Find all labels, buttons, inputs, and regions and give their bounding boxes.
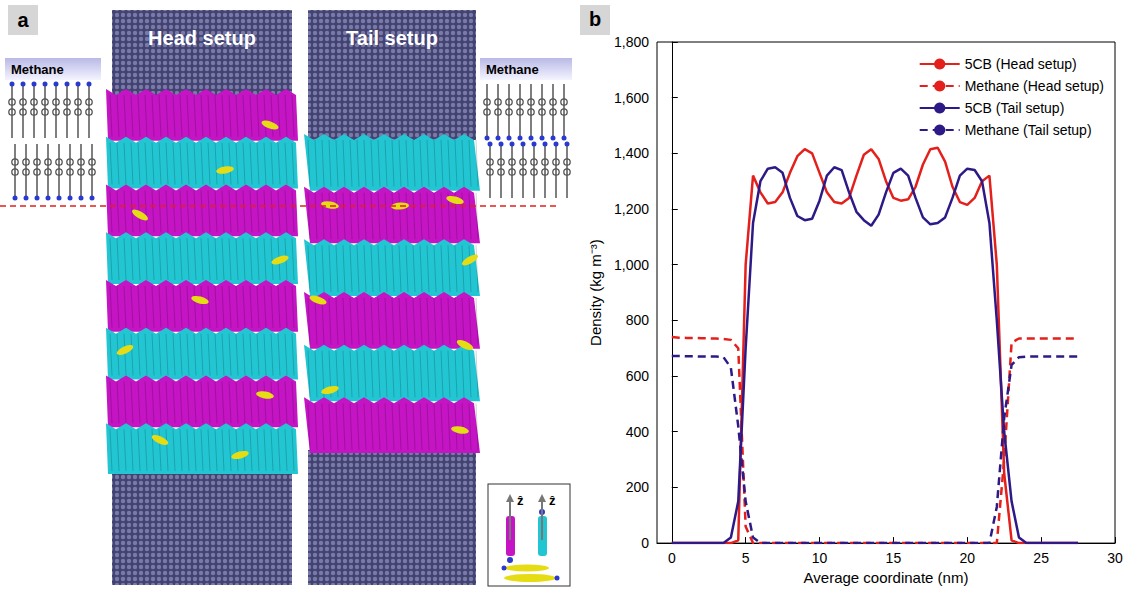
svg-text:b: b (589, 8, 601, 30)
svg-text:Methane: Methane (486, 62, 539, 77)
svg-text:1,800: 1,800 (614, 34, 649, 50)
svg-text:a: a (17, 9, 29, 31)
svg-text:ẑ: ẑ (549, 493, 556, 508)
svg-text:0: 0 (668, 550, 676, 566)
svg-text:10: 10 (812, 550, 828, 566)
svg-text:1,000: 1,000 (614, 257, 649, 273)
svg-text:5: 5 (742, 550, 750, 566)
svg-text:30: 30 (1107, 550, 1123, 566)
svg-text:5CB (Tail setup): 5CB (Tail setup) (965, 100, 1065, 116)
svg-text:25: 25 (1033, 550, 1049, 566)
svg-text:800: 800 (626, 312, 650, 328)
svg-text:1,400: 1,400 (614, 145, 649, 161)
svg-text:400: 400 (626, 424, 650, 440)
svg-text:ẑ: ẑ (517, 493, 524, 508)
svg-text:Tail setup: Tail setup (346, 27, 438, 49)
svg-text:15: 15 (886, 550, 902, 566)
svg-text:Methane (Tail setup): Methane (Tail setup) (965, 122, 1092, 138)
svg-text:1,200: 1,200 (614, 201, 649, 217)
svg-text:200: 200 (626, 479, 650, 495)
svg-text:Density (kg m⁻³): Density (kg m⁻³) (587, 239, 604, 346)
svg-text:Methane (Head setup): Methane (Head setup) (965, 78, 1104, 94)
svg-text:Average coordinate (nm): Average coordinate (nm) (804, 569, 969, 586)
svg-text:1,600: 1,600 (614, 90, 649, 106)
svg-text:Head setup: Head setup (148, 27, 256, 49)
svg-text:600: 600 (626, 368, 650, 384)
svg-text:0: 0 (641, 535, 649, 551)
svg-text:Methane: Methane (11, 62, 64, 77)
svg-text:5CB (Head setup): 5CB (Head setup) (965, 56, 1077, 72)
svg-text:20: 20 (959, 550, 975, 566)
